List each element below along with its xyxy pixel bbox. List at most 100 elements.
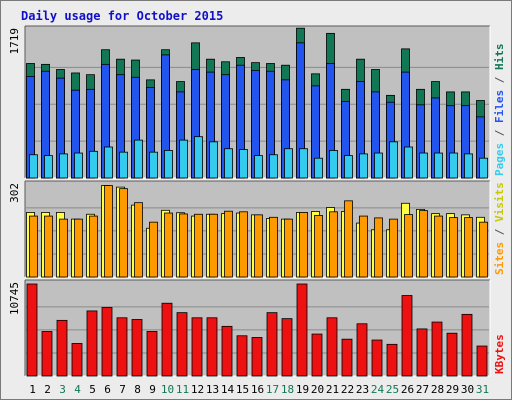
sites-bar: [434, 215, 443, 278]
x-label: 8: [134, 383, 141, 396]
kbytes-bar: [86, 310, 98, 377]
y-max-label-3: 10745: [8, 282, 21, 315]
sites-bar: [74, 218, 83, 278]
x-label: 25: [386, 383, 399, 396]
pages-bar: [164, 150, 173, 179]
sites-bar: [209, 213, 218, 278]
kbytes-bar: [131, 319, 143, 377]
kbytes-bar: [401, 295, 413, 377]
kbytes-bar: [446, 332, 458, 377]
x-label: 19: [296, 383, 309, 396]
pages-bar: [269, 154, 278, 179]
x-label: 6: [104, 383, 111, 396]
pages-bar: [239, 149, 248, 179]
sites-bar: [194, 213, 203, 278]
x-label: 20: [311, 383, 324, 396]
pages-bar: [59, 153, 68, 179]
kbytes-bar: [386, 343, 398, 377]
sites-bar: [149, 221, 158, 278]
sites-bar: [284, 218, 293, 278]
kbytes-bar: [206, 317, 218, 377]
x-label: 7: [119, 383, 126, 396]
x-label: 5: [89, 383, 96, 396]
pages-bar: [359, 153, 368, 179]
pages-bar: [449, 152, 458, 179]
legend-pages: Pages: [493, 143, 506, 176]
pages-bar: [44, 155, 53, 179]
kbytes-bar: [266, 312, 278, 377]
kbytes-bar: [236, 335, 248, 377]
pages-bar: [149, 151, 158, 179]
x-label: 1: [29, 383, 36, 396]
kbytes-bar: [356, 323, 368, 377]
x-label: 16: [251, 383, 264, 396]
kbytes-bar: [431, 321, 443, 377]
sites-bar: [449, 217, 458, 278]
sites-bar: [29, 215, 38, 278]
x-label: 24: [371, 383, 385, 396]
pages-bar: [314, 157, 323, 179]
pages-bar: [464, 153, 473, 179]
legend-top: Pages / Files / Hits: [493, 44, 506, 177]
legend-bottom: KBytes: [493, 334, 506, 374]
pages-bar: [224, 148, 233, 179]
kbytes-bar: [221, 325, 233, 377]
sites-bar: [419, 210, 428, 278]
legend-middle: Sites / Visits: [493, 182, 506, 275]
x-label: 10: [161, 383, 174, 396]
pages-bar: [284, 148, 293, 179]
kbytes-bar: [176, 312, 188, 377]
pages-bar: [419, 152, 428, 179]
kbytes-bar: [191, 317, 203, 377]
sites-bar: [299, 212, 308, 278]
kbytes-bar: [101, 307, 113, 377]
x-label: 21: [326, 383, 339, 396]
x-label: 11: [176, 383, 189, 396]
kbytes-bar: [281, 318, 293, 377]
kbytes-bar: [476, 345, 488, 377]
pages-bar: [89, 150, 98, 179]
sites-bar: [179, 213, 188, 278]
sites-bar: [329, 211, 338, 278]
legend-sep: /: [493, 222, 506, 242]
kbytes-bar: [41, 331, 53, 377]
kbytes-bar: [326, 317, 338, 377]
legend-files: Files: [493, 90, 506, 123]
x-label: 23: [356, 383, 369, 396]
sites-bar: [59, 218, 68, 278]
pages-bar: [209, 141, 218, 179]
kbytes-bar: [56, 319, 68, 377]
sites-bar: [164, 212, 173, 278]
pages-bar: [29, 154, 38, 179]
sites-bar: [269, 216, 278, 278]
x-label: 22: [341, 383, 354, 396]
sites-bar: [104, 185, 113, 278]
kbytes-bar: [146, 331, 158, 377]
sites-bar: [344, 200, 353, 278]
kbytes-bar: [116, 317, 128, 377]
pages-bar: [344, 155, 353, 179]
kbytes-bar: [311, 333, 323, 377]
sites-bar: [224, 210, 233, 278]
x-label: 4: [74, 383, 81, 396]
y-max-label-2: 302: [8, 183, 21, 203]
legend-kbytes: KBytes: [493, 334, 506, 374]
pages-bar: [119, 151, 128, 179]
pages-bar: [329, 150, 338, 179]
x-label: 27: [416, 383, 429, 396]
kbytes-bar: [371, 339, 383, 377]
graph-title: Daily usage for October 2015: [21, 9, 224, 23]
x-label: 28: [431, 383, 444, 396]
pages-bar: [374, 152, 383, 179]
x-label: 30: [461, 383, 474, 396]
sites-bar: [464, 217, 473, 278]
kbytes-bar: [416, 328, 428, 377]
pages-bar: [194, 136, 203, 179]
sites-bar: [389, 218, 398, 278]
sites-bar: [239, 211, 248, 278]
kbytes-bar: [161, 302, 173, 377]
pages-bar: [179, 139, 188, 179]
sites-bar: [404, 214, 413, 278]
x-label: 31: [476, 383, 489, 396]
